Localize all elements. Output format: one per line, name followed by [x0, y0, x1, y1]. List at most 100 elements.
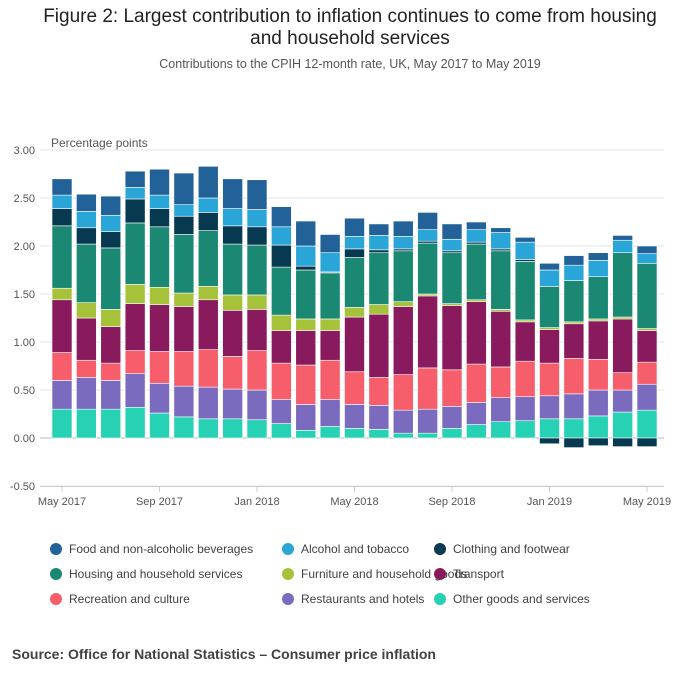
bar-segment[interactable] [100, 380, 122, 410]
bar-segment[interactable] [100, 408, 122, 439]
bar-segment[interactable] [173, 292, 195, 307]
bar-segment[interactable] [563, 437, 585, 448]
bar-segment[interactable] [173, 351, 195, 387]
bar-segment[interactable] [636, 409, 658, 439]
bar-segment[interactable] [149, 194, 170, 209]
bar-segment[interactable] [124, 284, 146, 304]
bar-segment[interactable] [319, 252, 341, 273]
bar-segment[interactable] [417, 242, 438, 295]
bar-segment[interactable] [197, 212, 219, 231]
bar-segment[interactable] [417, 295, 438, 369]
bar-segment[interactable] [271, 314, 292, 331]
bar-segment[interactable] [490, 421, 512, 439]
bar-segment[interactable] [246, 389, 268, 421]
bar-segment[interactable] [612, 235, 633, 241]
bar-segment[interactable] [392, 374, 414, 411]
bar-segment[interactable] [100, 195, 122, 216]
bar-segment[interactable] [271, 330, 292, 364]
bar-segment[interactable] [100, 309, 122, 327]
bar-segment[interactable] [76, 377, 97, 410]
bar-segment[interactable] [344, 316, 365, 373]
bar-segment[interactable] [441, 223, 463, 240]
bar-segment[interactable] [587, 415, 609, 439]
bar-segment[interactable] [295, 245, 317, 267]
bar-segment[interactable] [51, 194, 73, 209]
bar-segment[interactable] [392, 301, 414, 307]
bar-segment[interactable] [514, 420, 536, 439]
bar-segment[interactable] [271, 206, 292, 228]
bar-segment[interactable] [149, 382, 170, 414]
bar-segment[interactable] [368, 313, 390, 378]
bar-segment[interactable] [392, 236, 414, 250]
bar-segment[interactable] [197, 166, 219, 199]
bar-segment[interactable] [197, 418, 219, 439]
bar-segment[interactable] [173, 306, 195, 352]
bar-segment[interactable] [514, 321, 536, 362]
bar-segment[interactable] [149, 351, 170, 384]
bar-segment[interactable] [417, 408, 438, 434]
bar-segment[interactable] [612, 252, 633, 318]
bar-segment[interactable] [612, 437, 633, 447]
bar-segment[interactable] [197, 349, 219, 388]
bar-segment[interactable] [76, 359, 97, 378]
bar-segment[interactable] [490, 366, 512, 398]
bar-segment[interactable] [587, 252, 609, 261]
bar-segment[interactable] [271, 226, 292, 246]
bar-segment[interactable] [368, 304, 390, 315]
bar-segment[interactable] [441, 369, 463, 407]
bar-segment[interactable] [124, 373, 146, 408]
bar-segment[interactable] [295, 318, 317, 331]
bar-segment[interactable] [368, 235, 390, 251]
bar-segment[interactable] [197, 230, 219, 287]
bar-segment[interactable] [344, 248, 365, 258]
bar-segment[interactable] [100, 247, 122, 310]
bar-segment[interactable] [368, 223, 390, 236]
bar-segment[interactable] [490, 227, 512, 233]
bar-segment[interactable] [295, 265, 317, 271]
bar-segment[interactable] [246, 226, 268, 246]
bar-segment[interactable] [149, 208, 170, 228]
bar-segment[interactable] [368, 429, 390, 439]
bar-segment[interactable] [587, 276, 609, 320]
bar-segment[interactable] [563, 393, 585, 420]
bar-segment[interactable] [466, 363, 487, 403]
bar-segment[interactable] [51, 408, 73, 439]
bar-segment[interactable] [246, 419, 268, 439]
legend-item[interactable]: Clothing and footwear [434, 542, 570, 556]
bar-segment[interactable] [344, 217, 365, 237]
bar-segment[interactable] [173, 234, 195, 294]
bar-segment[interactable] [271, 266, 292, 316]
bar-segment[interactable] [222, 356, 243, 390]
bar-segment[interactable] [490, 310, 512, 368]
bar-segment[interactable] [295, 430, 317, 439]
bar-segment[interactable] [124, 170, 146, 188]
bar-segment[interactable] [197, 286, 219, 301]
bar-segment[interactable] [539, 362, 560, 397]
bar-segment[interactable] [368, 405, 390, 430]
bar-segment[interactable] [149, 304, 170, 352]
bar-segment[interactable] [636, 245, 658, 254]
bar-segment[interactable] [417, 212, 438, 230]
bar-segment[interactable] [222, 294, 243, 311]
bar-segment[interactable] [514, 241, 536, 260]
bar-segment[interactable] [76, 193, 97, 212]
bar-segment[interactable] [441, 252, 463, 304]
bar-segment[interactable] [124, 198, 146, 224]
bar-segment[interactable] [417, 229, 438, 242]
bar-segment[interactable] [563, 255, 585, 266]
bar-segment[interactable] [124, 222, 146, 285]
bar-segment[interactable] [344, 257, 365, 308]
bar-segment[interactable] [295, 330, 317, 366]
bar-segment[interactable] [319, 234, 341, 254]
bar-segment[interactable] [392, 432, 414, 439]
bar-segment[interactable] [295, 404, 317, 431]
bar-segment[interactable] [514, 396, 536, 422]
bar-segment[interactable] [222, 388, 243, 420]
bar-segment[interactable] [222, 310, 243, 357]
bar-segment[interactable] [490, 232, 512, 250]
bar-segment[interactable] [563, 418, 585, 439]
bar-segment[interactable] [124, 303, 146, 351]
bar-segment[interactable] [222, 208, 243, 227]
bar-segment[interactable] [271, 423, 292, 439]
legend-item[interactable]: Restaurants and hotels [282, 592, 424, 606]
